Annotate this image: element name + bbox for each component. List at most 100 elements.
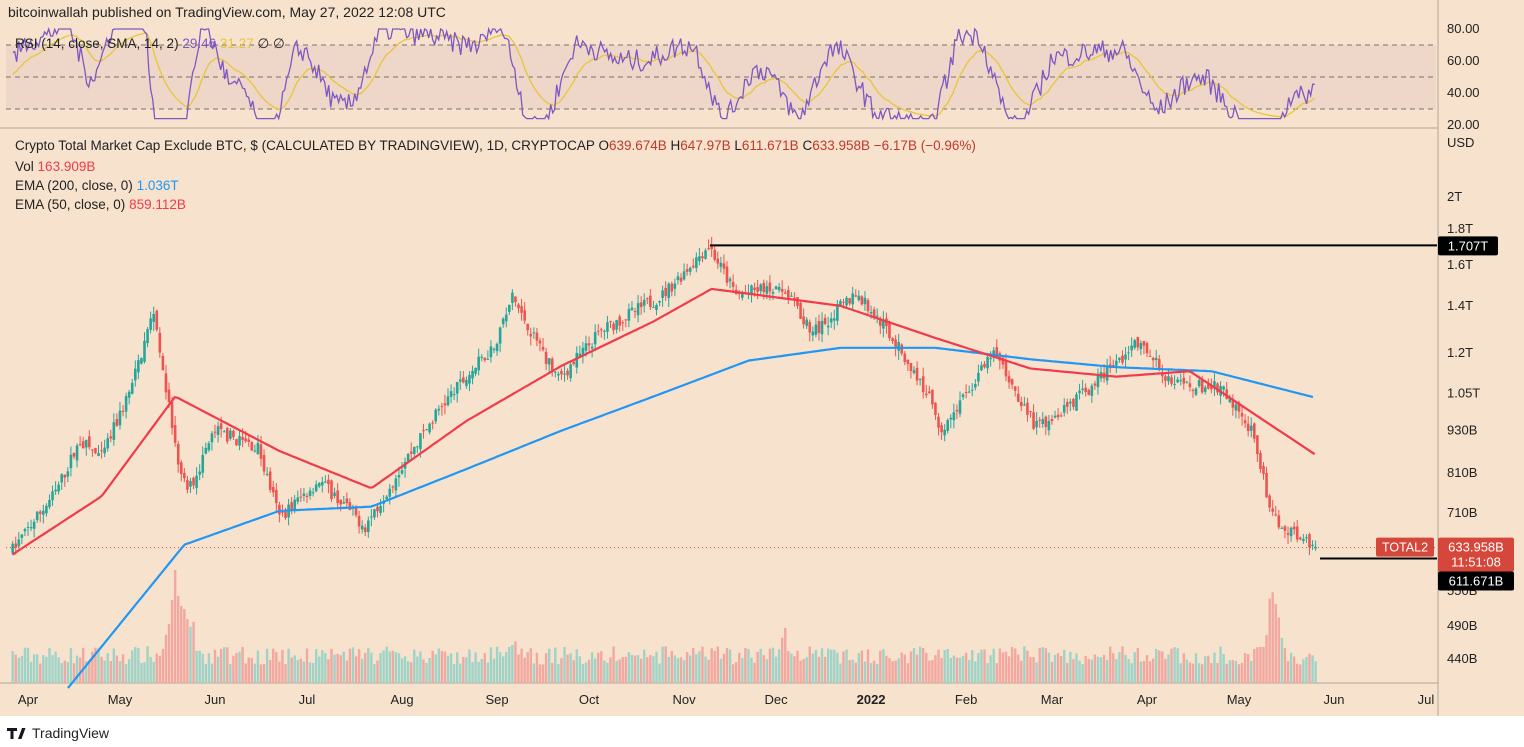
volume-bar bbox=[1204, 656, 1207, 683]
volume-bar bbox=[1305, 657, 1308, 683]
footer-brand[interactable]: TradingView bbox=[6, 725, 109, 741]
price-tick-label: 1.8T bbox=[1447, 221, 1473, 236]
candle bbox=[161, 352, 165, 371]
volume-bar bbox=[311, 662, 315, 683]
volume-bar bbox=[581, 663, 585, 683]
volume-bar bbox=[842, 651, 845, 683]
candle bbox=[808, 319, 812, 342]
candle bbox=[1194, 387, 1198, 396]
candle bbox=[265, 467, 269, 477]
volume-bar bbox=[538, 664, 542, 683]
candle bbox=[112, 413, 116, 446]
volume-bar bbox=[839, 663, 842, 683]
volume-bar bbox=[403, 656, 407, 683]
volume-bar bbox=[1259, 646, 1262, 683]
candle bbox=[127, 389, 131, 405]
volume-bar bbox=[348, 648, 352, 683]
volume-bar bbox=[974, 661, 977, 683]
candle bbox=[189, 477, 192, 493]
candle bbox=[100, 441, 103, 459]
candle bbox=[1044, 415, 1048, 435]
candle bbox=[832, 309, 836, 330]
candle bbox=[1078, 383, 1081, 400]
time-tick-label: Apr bbox=[1137, 692, 1158, 707]
volume-bar bbox=[440, 650, 444, 683]
volume-bar bbox=[1017, 654, 1020, 683]
volume-bar bbox=[226, 647, 229, 683]
candle bbox=[339, 499, 343, 512]
volume-bar bbox=[330, 648, 333, 683]
volume-bar bbox=[747, 649, 750, 683]
volume-bar bbox=[60, 663, 63, 683]
candle bbox=[1133, 338, 1137, 350]
candle bbox=[940, 422, 943, 440]
candle bbox=[45, 503, 48, 517]
volume-bar bbox=[370, 652, 373, 683]
publisher-line: bitcoinwallah published on TradingView.c… bbox=[8, 4, 446, 20]
candle bbox=[1050, 414, 1054, 425]
candle bbox=[1188, 375, 1192, 392]
candle bbox=[192, 476, 195, 490]
volume-bar bbox=[452, 663, 456, 683]
price-tick-label: 490B bbox=[1447, 618, 1477, 633]
candle bbox=[440, 402, 444, 416]
candle bbox=[572, 360, 576, 366]
volume-bar bbox=[725, 647, 729, 683]
candle bbox=[716, 251, 720, 269]
rsi-label: RSI (14, close, SMA, 14, 2) bbox=[15, 36, 179, 51]
candle bbox=[1142, 340, 1146, 355]
candle bbox=[1173, 375, 1176, 390]
volume-bar bbox=[223, 647, 226, 683]
volume-bar bbox=[281, 649, 284, 683]
candle bbox=[906, 359, 910, 371]
volume-bar bbox=[155, 653, 158, 683]
candle bbox=[140, 357, 143, 365]
candle bbox=[1072, 397, 1075, 410]
volume-bar bbox=[931, 660, 934, 683]
volume-bar bbox=[1020, 660, 1023, 683]
volume-bar bbox=[584, 662, 588, 683]
volume-bar bbox=[578, 656, 582, 683]
volume-bar bbox=[431, 650, 434, 683]
candle bbox=[452, 387, 456, 401]
volume-bar bbox=[811, 653, 815, 683]
candle bbox=[308, 487, 312, 500]
volume-bar bbox=[787, 651, 790, 683]
volume-bar bbox=[1099, 657, 1103, 683]
volume-bar bbox=[1289, 652, 1293, 683]
volume-bar bbox=[1219, 646, 1222, 683]
ema50-value: 859.112B bbox=[129, 197, 186, 212]
time-tick-label: Nov bbox=[673, 692, 697, 707]
candle bbox=[416, 445, 419, 454]
candle bbox=[81, 436, 85, 449]
volume-bar bbox=[360, 658, 364, 683]
candle bbox=[379, 498, 382, 516]
volume-bar bbox=[1078, 660, 1081, 683]
volume-bar bbox=[670, 650, 674, 683]
volume-bar bbox=[823, 656, 827, 683]
volume-bar bbox=[627, 652, 631, 683]
volume-bar bbox=[753, 662, 756, 683]
candle bbox=[983, 361, 986, 369]
volume-bar bbox=[137, 648, 140, 683]
candle bbox=[296, 490, 300, 505]
volume-bar bbox=[465, 657, 468, 683]
candle bbox=[363, 524, 367, 537]
volume-bar bbox=[1145, 655, 1149, 683]
candle bbox=[958, 391, 962, 418]
volume-bar bbox=[1292, 656, 1296, 683]
volume-bar bbox=[520, 648, 523, 683]
volume-bar bbox=[1268, 598, 1271, 683]
volume-bar bbox=[833, 649, 836, 683]
volume-bar bbox=[1210, 663, 1213, 683]
candle bbox=[719, 256, 723, 273]
candle bbox=[704, 248, 707, 260]
candle bbox=[66, 467, 70, 483]
volume-bar bbox=[679, 657, 683, 683]
candle bbox=[974, 379, 977, 391]
candle bbox=[91, 448, 94, 457]
volume-bar bbox=[342, 651, 345, 683]
volume-bar bbox=[685, 652, 689, 683]
candle bbox=[1136, 336, 1140, 351]
volume-bar bbox=[170, 599, 174, 683]
